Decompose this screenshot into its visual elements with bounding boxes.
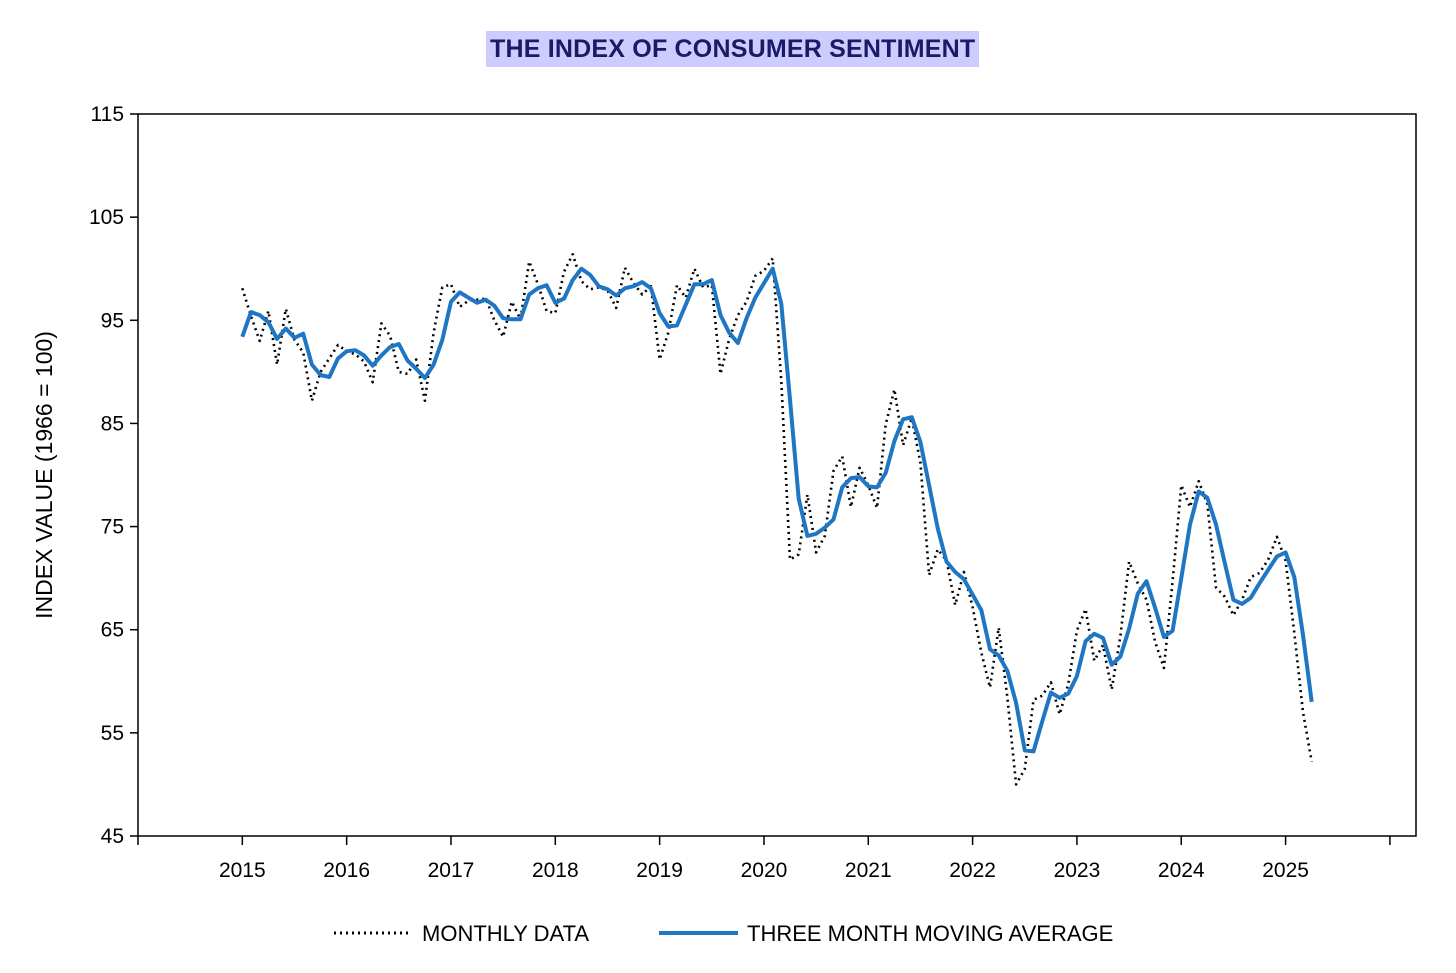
- y-tick-label: 45: [101, 825, 124, 848]
- y-tick-label: 95: [101, 309, 124, 332]
- legend-label-moving-average: THREE MONTH MOVING AVERAGE: [747, 921, 1113, 946]
- x-tick-label: 2015: [219, 859, 266, 882]
- x-tick-label: 2016: [323, 859, 370, 882]
- x-axis: 2015 2016 2017 2018 2019 2020 2021 2022 2023 2024…: [137, 836, 1391, 882]
- x-tick-label: 2017: [428, 859, 475, 882]
- y-tick-label: 65: [101, 619, 124, 642]
- legend-label-monthly: MONTHLY DATA: [422, 921, 589, 946]
- series-line-moving-average: [240, 266, 1314, 754]
- x-tick-label: 2020: [741, 859, 788, 882]
- x-tick-label: 2022: [949, 859, 996, 882]
- y-axis-title: INDEX VALUE (1966 = 100): [31, 331, 57, 619]
- legend: MONTHLY DATA THREE MONTH MOVING AVERAGE: [334, 921, 1113, 946]
- x-tick-label: 2018: [532, 859, 579, 882]
- y-tick-label: 75: [101, 516, 124, 539]
- x-tick-label: 2024: [1158, 859, 1205, 882]
- y-tick-label: 55: [101, 722, 124, 745]
- x-tick-label: 2019: [636, 859, 683, 882]
- series-layer: [240, 253, 1314, 786]
- y-axis: 45 55 65 75 85 95 105 115: [89, 103, 138, 848]
- y-tick-label: 105: [89, 206, 124, 229]
- x-tick-label: 2023: [1054, 859, 1101, 882]
- y-tick-label: 85: [101, 412, 124, 435]
- series-line-monthly: [241, 253, 1313, 786]
- x-tick-label: 2021: [845, 859, 892, 882]
- x-tick-label: 2025: [1262, 859, 1309, 882]
- plot-frame: [137, 113, 1417, 837]
- chart-title: THE INDEX OF CONSUMER SENTIMENT: [486, 31, 980, 67]
- y-tick-label: 115: [91, 103, 124, 126]
